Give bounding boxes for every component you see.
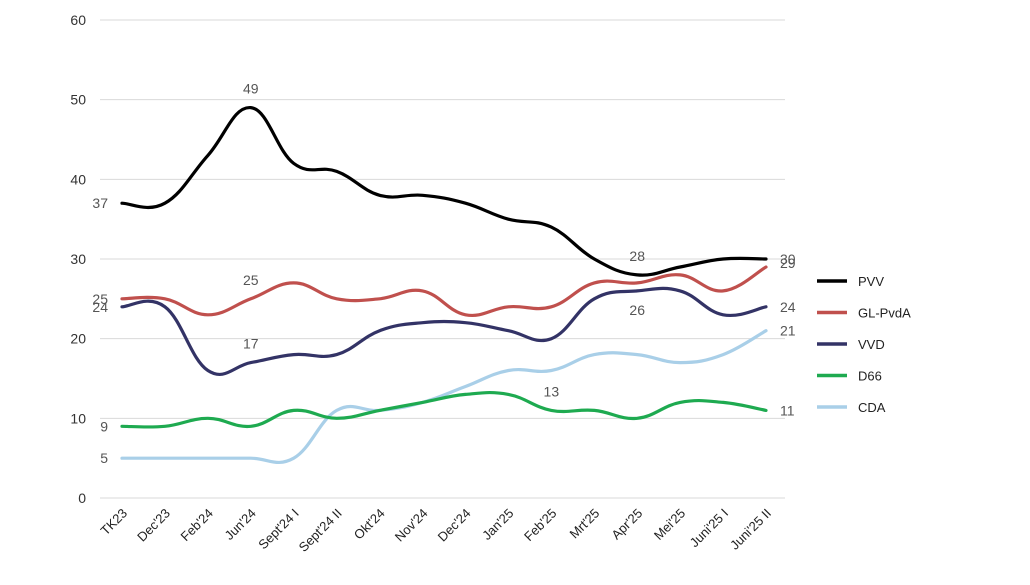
legend-label-d66: D66 [858,369,882,384]
y-tick-label: 20 [70,331,86,347]
data-label-vvd: 26 [629,302,645,318]
data-label-d66: 13 [544,383,560,399]
data-label-d66: 9 [100,418,108,434]
x-tick-label: TK23 [98,506,131,539]
x-tick-label: Juni'25 I [687,506,732,551]
data-labels: 37 49 28 30 25 25 29 24 17 26 24 9 13 11 5 21 [92,81,795,467]
y-tick-label: 40 [70,171,86,187]
x-tick-label: Jun'24 [222,506,259,543]
x-tick-label: Feb'24 [178,506,216,544]
legend-label-gl-pvda: GL-PvdA [858,306,911,321]
x-tick-label: Mrt'25 [567,506,603,542]
data-label-pvv: 37 [92,195,108,211]
data-label-pvv: 28 [629,248,645,264]
data-label-vvd: 17 [243,336,259,352]
data-label-vvd: 24 [92,299,108,315]
series-line-d66 [120,390,768,429]
y-tick-label: 0 [78,490,86,506]
data-label-gl-pvda: 25 [92,291,108,307]
data-label-d66: 11 [780,402,795,418]
data-label-gl-pvda: 25 [243,272,259,288]
x-tick-label: Dec'24 [435,506,474,545]
legend-label-cda: CDA [858,400,886,415]
series-line-gl-pvda [120,265,768,318]
data-label-gl-pvda: 29 [780,255,796,271]
x-tick-label: Dec'23 [134,506,173,545]
data-label-pvv: 49 [243,81,259,97]
legend-label-vvd: VVD [858,337,885,352]
legend-label-pvv: PVV [858,274,884,289]
x-tick-label: Sept'24 I [255,506,302,553]
data-label-cda: 21 [780,323,796,339]
y-axis: 0 10 20 30 40 50 60 [70,12,86,506]
data-label-cda: 5 [100,450,108,466]
x-tick-label: Feb'25 [521,506,559,544]
data-label-pvv: 30 [780,251,796,267]
x-tick-label: Apr'25 [608,506,645,543]
data-label-vvd: 24 [780,299,796,315]
y-tick-label: 30 [70,251,86,267]
grid [100,19,785,499]
x-tick-label: Jan'25 [479,506,516,543]
x-tick-label: Okt'24 [351,506,388,543]
series-line-pvv [120,106,768,277]
x-tick-label: Juni'25 II [727,506,774,553]
x-tick-label: Sept'24 II [296,506,345,555]
y-tick-label: 10 [70,410,86,426]
series-line-vvd [120,286,768,377]
series-line-cda [120,329,768,464]
legend: PVV GL-PvdA VVD D66 CDA [817,274,911,415]
x-tick-label: Mei'25 [651,506,688,543]
series [120,106,768,464]
x-tick-label: Nov'24 [392,506,431,545]
y-tick-label: 50 [70,92,86,108]
y-tick-label: 60 [70,12,86,28]
